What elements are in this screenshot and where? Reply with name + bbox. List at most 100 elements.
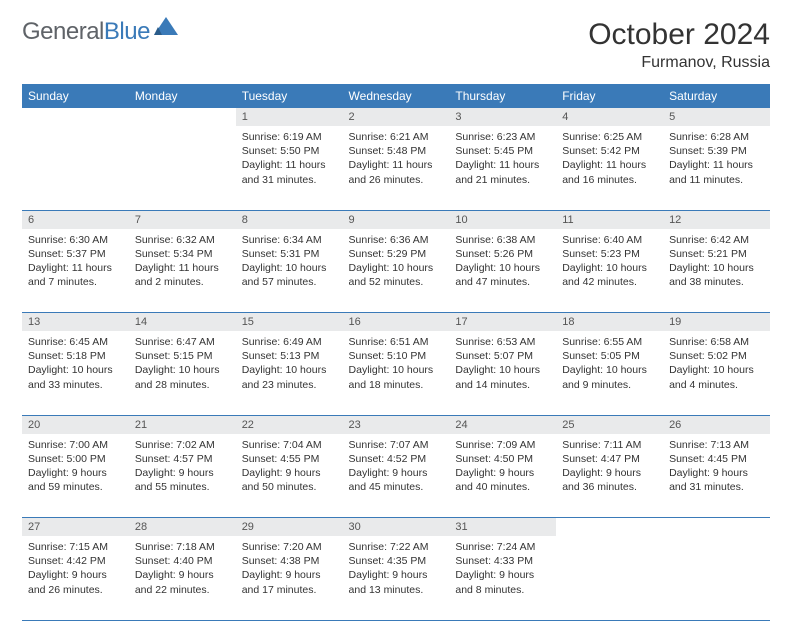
sunrise-text: Sunrise: 6:19 AM	[242, 130, 337, 144]
day-cell: Sunrise: 7:00 AMSunset: 5:00 PMDaylight:…	[22, 434, 129, 518]
sunset-text: Sunset: 5:07 PM	[455, 349, 550, 363]
logo-mark-icon	[154, 17, 178, 35]
day-cell: Sunrise: 6:42 AMSunset: 5:21 PMDaylight:…	[663, 229, 770, 313]
daylight-text: Daylight: 10 hours and 33 minutes.	[28, 363, 123, 391]
sunset-text: Sunset: 5:23 PM	[562, 247, 657, 261]
daylight-text: Daylight: 11 hours and 16 minutes.	[562, 158, 657, 186]
sunrise-text: Sunrise: 6:58 AM	[669, 335, 764, 349]
sunset-text: Sunset: 5:39 PM	[669, 144, 764, 158]
day-cell: Sunrise: 7:09 AMSunset: 4:50 PMDaylight:…	[449, 434, 556, 518]
day-number: 24	[449, 415, 556, 434]
sunset-text: Sunset: 5:13 PM	[242, 349, 337, 363]
sunrise-text: Sunrise: 6:49 AM	[242, 335, 337, 349]
daylight-text: Daylight: 9 hours and 26 minutes.	[28, 568, 123, 596]
logo-text-blue: Blue	[104, 18, 150, 46]
weekday-header-row: SundayMondayTuesdayWednesdayThursdayFrid…	[22, 84, 770, 108]
sunset-text: Sunset: 5:00 PM	[28, 452, 123, 466]
day-content-row: Sunrise: 7:00 AMSunset: 5:00 PMDaylight:…	[22, 434, 770, 518]
weekday-header: Sunday	[22, 84, 129, 108]
weekday-header: Thursday	[449, 84, 556, 108]
sunrise-text: Sunrise: 7:20 AM	[242, 540, 337, 554]
weekday-header: Monday	[129, 84, 236, 108]
sunset-text: Sunset: 4:40 PM	[135, 554, 230, 568]
day-cell: Sunrise: 7:24 AMSunset: 4:33 PMDaylight:…	[449, 536, 556, 620]
daylight-text: Daylight: 10 hours and 28 minutes.	[135, 363, 230, 391]
daylight-text: Daylight: 9 hours and 59 minutes.	[28, 466, 123, 494]
sunset-text: Sunset: 4:38 PM	[242, 554, 337, 568]
day-number: 2	[343, 108, 450, 126]
day-cell: Sunrise: 6:25 AMSunset: 5:42 PMDaylight:…	[556, 126, 663, 210]
day-number: 5	[663, 108, 770, 126]
sunset-text: Sunset: 5:10 PM	[349, 349, 444, 363]
month-title: October 2024	[588, 18, 770, 52]
day-cell: Sunrise: 7:07 AMSunset: 4:52 PMDaylight:…	[343, 434, 450, 518]
day-cell	[556, 536, 663, 620]
day-cell	[22, 126, 129, 210]
sunrise-text: Sunrise: 6:42 AM	[669, 233, 764, 247]
sunrise-text: Sunrise: 7:15 AM	[28, 540, 123, 554]
sunrise-text: Sunrise: 6:47 AM	[135, 335, 230, 349]
weekday-header: Friday	[556, 84, 663, 108]
day-cell: Sunrise: 6:47 AMSunset: 5:15 PMDaylight:…	[129, 331, 236, 415]
daylight-text: Daylight: 11 hours and 31 minutes.	[242, 158, 337, 186]
logo: GeneralBlue	[22, 18, 178, 46]
day-cell: Sunrise: 6:30 AMSunset: 5:37 PMDaylight:…	[22, 229, 129, 313]
sunset-text: Sunset: 5:26 PM	[455, 247, 550, 261]
sunset-text: Sunset: 4:55 PM	[242, 452, 337, 466]
sunrise-text: Sunrise: 7:11 AM	[562, 438, 657, 452]
day-number-row: 6789101112	[22, 210, 770, 229]
sunset-text: Sunset: 4:35 PM	[349, 554, 444, 568]
daylight-text: Daylight: 10 hours and 23 minutes.	[242, 363, 337, 391]
sunrise-text: Sunrise: 6:32 AM	[135, 233, 230, 247]
day-cell: Sunrise: 7:15 AMSunset: 4:42 PMDaylight:…	[22, 536, 129, 620]
day-number: 11	[556, 210, 663, 229]
day-number	[663, 518, 770, 537]
day-number: 31	[449, 518, 556, 537]
day-number: 15	[236, 313, 343, 332]
day-cell: Sunrise: 7:02 AMSunset: 4:57 PMDaylight:…	[129, 434, 236, 518]
weekday-header: Tuesday	[236, 84, 343, 108]
sunset-text: Sunset: 5:42 PM	[562, 144, 657, 158]
sunset-text: Sunset: 4:57 PM	[135, 452, 230, 466]
day-cell	[663, 536, 770, 620]
daylight-text: Daylight: 10 hours and 57 minutes.	[242, 261, 337, 289]
day-content-row: Sunrise: 6:45 AMSunset: 5:18 PMDaylight:…	[22, 331, 770, 415]
day-number: 25	[556, 415, 663, 434]
sunrise-text: Sunrise: 6:25 AM	[562, 130, 657, 144]
day-content-row: Sunrise: 7:15 AMSunset: 4:42 PMDaylight:…	[22, 536, 770, 620]
daylight-text: Daylight: 11 hours and 11 minutes.	[669, 158, 764, 186]
daylight-text: Daylight: 10 hours and 9 minutes.	[562, 363, 657, 391]
day-number: 28	[129, 518, 236, 537]
sunrise-text: Sunrise: 6:53 AM	[455, 335, 550, 349]
day-cell: Sunrise: 6:21 AMSunset: 5:48 PMDaylight:…	[343, 126, 450, 210]
day-cell: Sunrise: 6:23 AMSunset: 5:45 PMDaylight:…	[449, 126, 556, 210]
logo-text-general: General	[22, 18, 104, 46]
sunrise-text: Sunrise: 6:51 AM	[349, 335, 444, 349]
day-cell: Sunrise: 6:32 AMSunset: 5:34 PMDaylight:…	[129, 229, 236, 313]
day-cell	[129, 126, 236, 210]
sunset-text: Sunset: 4:47 PM	[562, 452, 657, 466]
sunset-text: Sunset: 5:21 PM	[669, 247, 764, 261]
daylight-text: Daylight: 9 hours and 22 minutes.	[135, 568, 230, 596]
day-number: 30	[343, 518, 450, 537]
daylight-text: Daylight: 9 hours and 31 minutes.	[669, 466, 764, 494]
day-number: 12	[663, 210, 770, 229]
daylight-text: Daylight: 9 hours and 13 minutes.	[349, 568, 444, 596]
day-cell: Sunrise: 6:19 AMSunset: 5:50 PMDaylight:…	[236, 126, 343, 210]
sunrise-text: Sunrise: 7:00 AM	[28, 438, 123, 452]
day-cell: Sunrise: 6:53 AMSunset: 5:07 PMDaylight:…	[449, 331, 556, 415]
sunset-text: Sunset: 5:31 PM	[242, 247, 337, 261]
day-number-row: 13141516171819	[22, 313, 770, 332]
sunrise-text: Sunrise: 6:28 AM	[669, 130, 764, 144]
day-number: 16	[343, 313, 450, 332]
daylight-text: Daylight: 9 hours and 50 minutes.	[242, 466, 337, 494]
sunset-text: Sunset: 5:45 PM	[455, 144, 550, 158]
daylight-text: Daylight: 9 hours and 55 minutes.	[135, 466, 230, 494]
day-number: 27	[22, 518, 129, 537]
sunrise-text: Sunrise: 7:18 AM	[135, 540, 230, 554]
sunrise-text: Sunrise: 6:38 AM	[455, 233, 550, 247]
sunset-text: Sunset: 5:50 PM	[242, 144, 337, 158]
daylight-text: Daylight: 10 hours and 52 minutes.	[349, 261, 444, 289]
day-cell: Sunrise: 7:04 AMSunset: 4:55 PMDaylight:…	[236, 434, 343, 518]
sunrise-text: Sunrise: 6:55 AM	[562, 335, 657, 349]
